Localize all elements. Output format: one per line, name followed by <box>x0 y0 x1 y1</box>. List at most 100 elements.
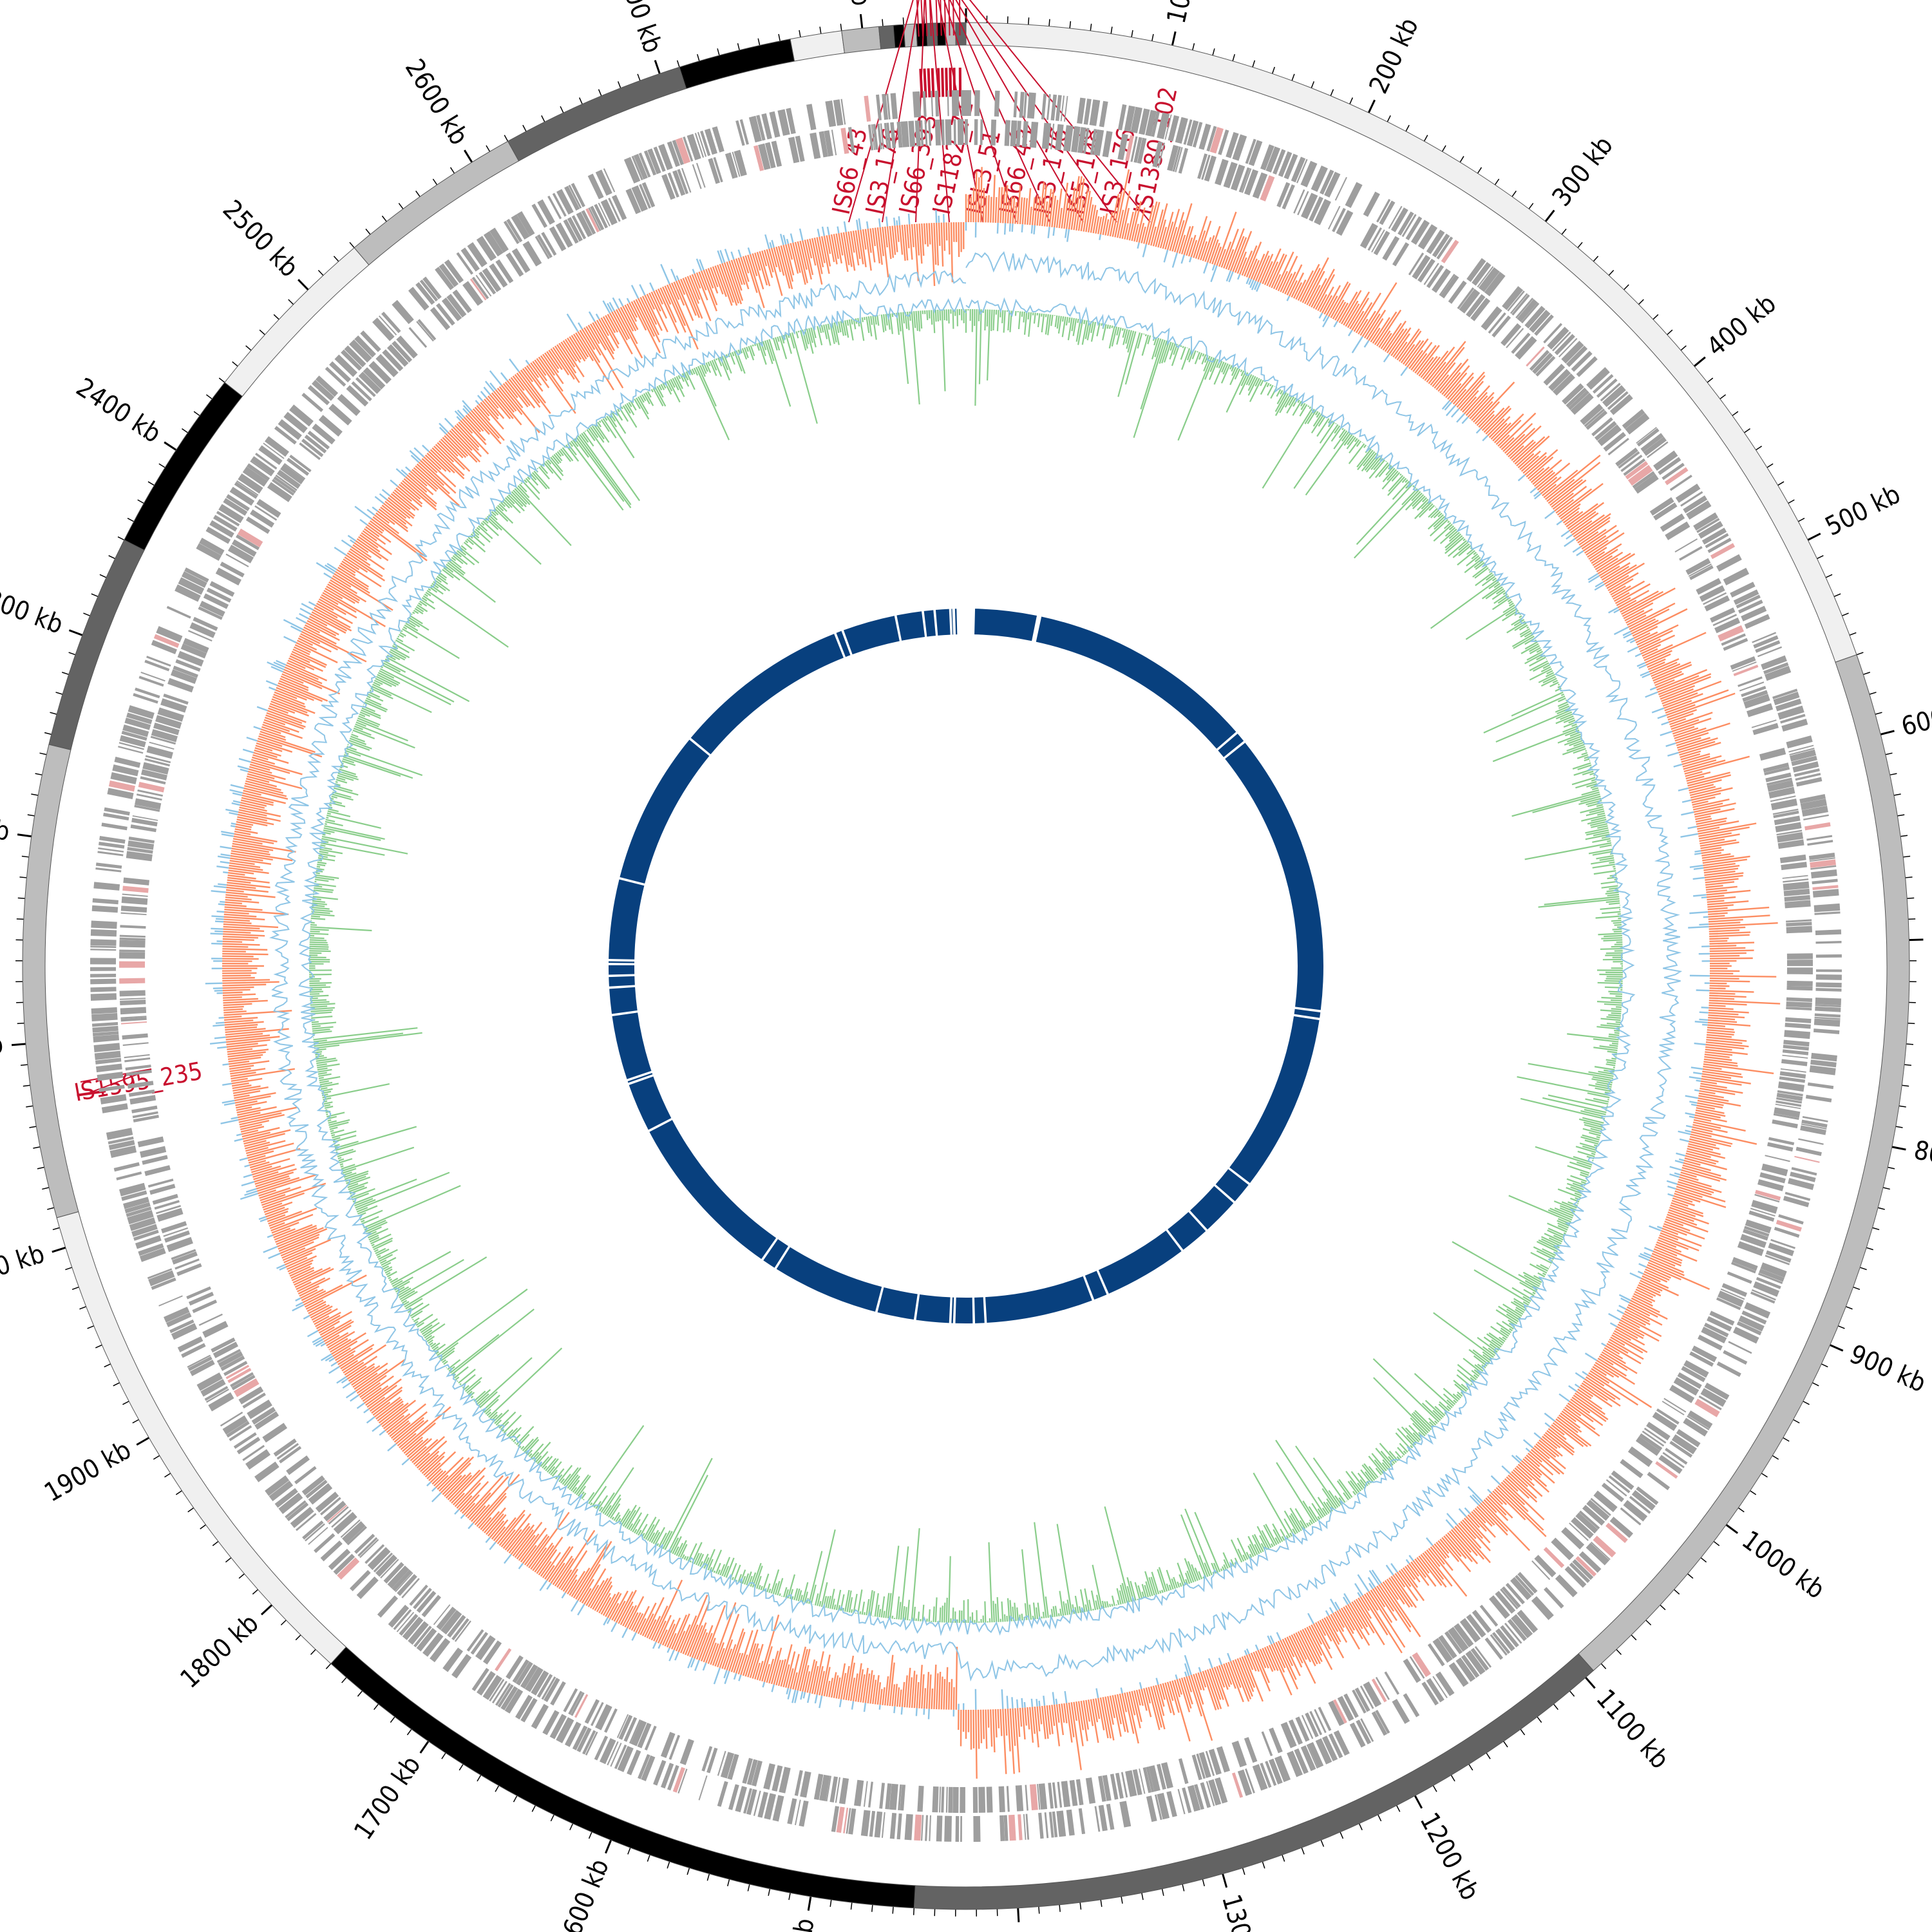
cds-feature <box>885 1783 892 1810</box>
minor-tick <box>1161 1888 1164 1896</box>
cds-feature <box>1785 1191 1811 1201</box>
cds-feature <box>1137 137 1147 164</box>
cds-feature <box>133 693 158 704</box>
cds-feature <box>222 1415 248 1435</box>
cds-feature <box>1810 1059 1837 1068</box>
cds-feature <box>477 1671 496 1696</box>
cds-feature <box>1683 1359 1709 1378</box>
minor-tick <box>317 270 324 276</box>
cds-feature <box>1594 421 1617 441</box>
cds-feature <box>308 1483 333 1505</box>
minor-tick <box>647 1855 650 1862</box>
cds-feature <box>1441 240 1459 263</box>
cds-feature <box>1099 100 1108 128</box>
cds-feature <box>966 90 972 117</box>
cds-feature <box>658 144 673 171</box>
cds-feature <box>1674 538 1698 553</box>
contig-segment <box>790 30 845 62</box>
cds-feature <box>1776 1097 1803 1104</box>
cds-feature <box>368 361 392 384</box>
cds-feature <box>1764 766 1790 775</box>
cds-feature <box>1788 1178 1815 1190</box>
cds-feature <box>1782 875 1808 879</box>
cds-feature <box>1576 356 1598 377</box>
cds-feature <box>1315 1738 1332 1765</box>
cds-feature <box>746 1759 758 1786</box>
cds-feature <box>1625 460 1649 480</box>
cds-feature <box>531 1670 549 1696</box>
minor-tick <box>819 26 822 34</box>
cds-feature <box>779 1766 791 1794</box>
cds-feature <box>1010 120 1018 147</box>
cds-feature <box>128 1089 155 1097</box>
cds-feature <box>120 1007 147 1015</box>
cds-feature <box>1792 761 1819 773</box>
cds-feature <box>604 1708 618 1733</box>
cds-feature <box>1575 1512 1598 1534</box>
minor-tick <box>1732 411 1739 417</box>
cds-feature <box>929 1815 932 1841</box>
cds-feature <box>127 1081 154 1089</box>
cds-feature <box>1765 1155 1790 1162</box>
cds-feature <box>1191 1754 1202 1781</box>
cds-feature <box>246 463 270 482</box>
blast-hit <box>1098 1230 1182 1294</box>
cds-feature <box>495 259 514 283</box>
minor-tick <box>1885 752 1893 755</box>
cds-feature <box>205 526 231 544</box>
cds-feature <box>576 211 593 238</box>
cds-feature <box>157 707 184 722</box>
gc-skew-negative <box>205 209 1710 1719</box>
cds-feature <box>166 1312 192 1327</box>
cds-feature <box>1197 153 1208 179</box>
cds-feature <box>482 1674 502 1700</box>
minor-tick <box>42 1187 50 1190</box>
tick-label: 1100 kb <box>1590 1684 1674 1775</box>
cds-feature <box>155 715 182 729</box>
cds-feature <box>351 381 372 402</box>
cds-feature <box>393 1609 412 1631</box>
cds-feature <box>1371 1678 1387 1703</box>
cds-feature <box>251 1406 276 1425</box>
cds-feature <box>928 120 932 146</box>
cds-feature <box>1085 1777 1096 1804</box>
cds-feature <box>120 912 147 916</box>
cds-feature <box>1177 1788 1186 1815</box>
gc-content-bars <box>309 309 1623 1623</box>
cds-feature <box>1066 1809 1075 1836</box>
blast-hit <box>690 634 844 755</box>
cds-feature <box>1800 1125 1826 1135</box>
cds-feature <box>408 327 428 348</box>
cds-feature <box>1767 1142 1794 1152</box>
cds-feature <box>1741 605 1767 621</box>
tick-label: 2600 kb <box>399 54 474 150</box>
cds-feature <box>1790 749 1817 762</box>
cds-feature <box>704 128 717 155</box>
major-tick <box>298 279 309 290</box>
cds-feature <box>1157 142 1166 168</box>
cds-feature <box>250 509 275 528</box>
cds-feature <box>1786 735 1813 749</box>
cds-feature <box>135 1235 162 1249</box>
cds-feature <box>772 1765 783 1792</box>
cds-feature <box>600 1738 616 1765</box>
cds-feature <box>302 1520 324 1540</box>
cds-feature <box>1484 272 1506 297</box>
cds-feature <box>1562 383 1584 405</box>
cds-feature <box>871 124 876 151</box>
cds-feature <box>945 119 952 146</box>
cds-feature <box>1405 216 1423 241</box>
cds-feature <box>131 1224 158 1237</box>
cds-feature <box>1743 694 1770 709</box>
cds-feature <box>1747 703 1774 717</box>
cds-feature <box>476 236 497 261</box>
cds-feature <box>1204 155 1217 182</box>
cds-feature <box>1479 1604 1499 1627</box>
minor-tick <box>1889 773 1897 776</box>
cds-feature <box>585 208 600 232</box>
cds-feature <box>1529 350 1550 371</box>
cds-feature <box>1605 1522 1628 1543</box>
cds-feature <box>451 1618 469 1641</box>
cds-feature <box>334 354 357 377</box>
cds-feature <box>1125 1770 1137 1797</box>
